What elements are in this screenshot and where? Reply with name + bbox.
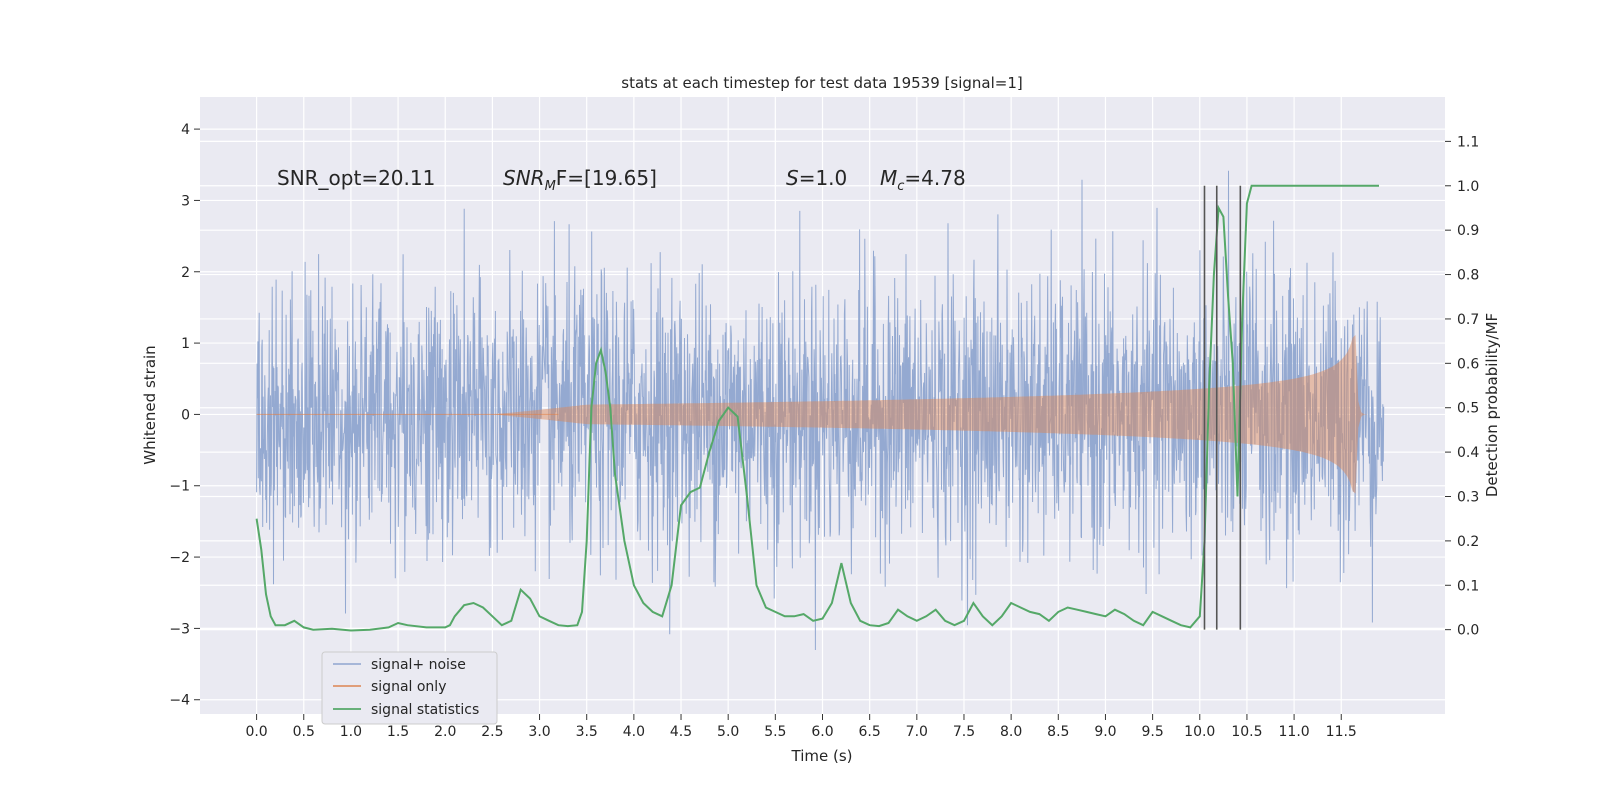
x-tick-label: 4.5	[670, 724, 692, 740]
x-tick-label: 1.5	[387, 724, 409, 740]
snr-mf-name: SNR	[503, 166, 545, 190]
mc-rest: =4.78	[904, 166, 965, 190]
x-tick-label: 8.0	[1000, 724, 1022, 740]
x-tick-label: 0.5	[293, 724, 315, 740]
x-tick-label: 6.5	[859, 724, 881, 740]
y-axis-left-label: Whitened strain	[141, 345, 159, 464]
x-tick-label: 1.0	[340, 724, 362, 740]
snr-mf-rest: F=[19.65]	[556, 166, 657, 190]
y-left-tick-label: 1	[181, 336, 190, 352]
y-axis-right-ticks: 1.1 1.0 0.9 0.8 0.7 0.6 0.5 0.4 0.3 0.2 0.1 0.0	[1445, 134, 1479, 639]
x-tick-label: 11.5	[1326, 724, 1357, 740]
legend-label-noise: signal+ noise	[371, 657, 466, 673]
y-right-tick-label: 0.9	[1457, 223, 1479, 239]
annotation-snr-mf: SNRMF=[19.65]	[503, 166, 657, 194]
legend-label-signal: signal only	[371, 679, 446, 695]
x-tick-label: 9.0	[1094, 724, 1116, 740]
legend-box	[321, 651, 498, 725]
x-tick-label: 10.5	[1231, 724, 1262, 740]
y-left-tick-label: −3	[169, 621, 190, 637]
signal-plus-noise-series	[256, 170, 1385, 651]
signal-statistics-line	[255, 184, 1379, 632]
y-right-tick-label: 0.5	[1457, 401, 1479, 417]
x-axis-ticks: 0.0 0.5 1.0 1.5 2.0 2.5 3.0 3.5 4.0 4.5 5.0 5.5 6.0 6…	[245, 714, 1357, 740]
s-rest: =1.0	[799, 166, 848, 190]
y-right-tick-label: 0.1	[1457, 578, 1479, 594]
x-axis-label: Time (s)	[791, 747, 853, 765]
legend-label-stat: signal statistics	[371, 702, 479, 718]
signal-only-band	[256, 335, 1384, 494]
y-left-tick-label: 4	[181, 122, 190, 138]
x-tick-label: 0.0	[245, 724, 267, 740]
y-right-tick-label: 1.0	[1457, 179, 1479, 195]
noise-trace	[256, 170, 1385, 651]
x-tick-label: 7.0	[906, 724, 928, 740]
x-tick-label: 6.0	[811, 724, 833, 740]
signal-statistics-series	[255, 184, 1379, 632]
y-left-tick-label: −2	[169, 550, 190, 566]
x-tick-label: 10.0	[1184, 724, 1215, 740]
mc-name: M	[880, 166, 897, 190]
y-axis-left-ticks: 4 3 2 1 0 −1 −2 −3 −4	[169, 122, 200, 709]
x-tick-label: 2.0	[434, 724, 456, 740]
y-right-tick-label: 0.8	[1457, 268, 1479, 284]
legend: signal+ noise signal only signal statist…	[321, 651, 498, 725]
y-right-tick-label: 0.6	[1457, 356, 1479, 372]
x-tick-label: 7.5	[953, 724, 975, 740]
x-tick-label: 11.0	[1279, 724, 1310, 740]
y-left-tick-label: 2	[181, 265, 190, 281]
y-right-tick-label: 0.7	[1457, 312, 1479, 328]
y-right-tick-label: 0.2	[1457, 534, 1479, 550]
x-tick-label: 4.0	[623, 724, 645, 740]
y-right-tick-label: 0.4	[1457, 445, 1479, 461]
x-tick-label: 5.0	[717, 724, 739, 740]
chart-title: stats at each timestep for test data 195…	[621, 74, 1022, 92]
y-right-tick-label: 0.0	[1457, 623, 1479, 639]
x-tick-label: 2.5	[481, 724, 503, 740]
y-left-tick-label: 3	[181, 193, 190, 209]
y-right-tick-label: 1.1	[1457, 134, 1479, 150]
y-left-tick-label: 0	[181, 407, 190, 423]
y-left-tick-label: −1	[169, 479, 190, 495]
signal-only-series	[256, 335, 1384, 494]
annotation-snr-opt: SNR_opt=20.11	[277, 166, 435, 190]
x-tick-label: 8.5	[1047, 724, 1069, 740]
y-left-tick-label: −4	[169, 693, 190, 709]
x-tick-label: 3.5	[576, 724, 598, 740]
x-tick-label: 3.0	[528, 724, 550, 740]
x-tick-label: 9.5	[1141, 724, 1163, 740]
annotation-mc: Mc=4.78	[880, 166, 966, 194]
s-name: S	[786, 166, 799, 190]
y-axis-right-label: Detection probability/MF	[1483, 313, 1501, 497]
y-right-tick-label: 0.3	[1457, 489, 1479, 505]
x-tick-label: 5.5	[764, 724, 786, 740]
annotation-s: S=1.0	[786, 166, 847, 190]
snr-mf-sub: M	[545, 179, 556, 194]
vertical-markers	[1203, 185, 1242, 630]
mc-sub: c	[897, 179, 904, 194]
